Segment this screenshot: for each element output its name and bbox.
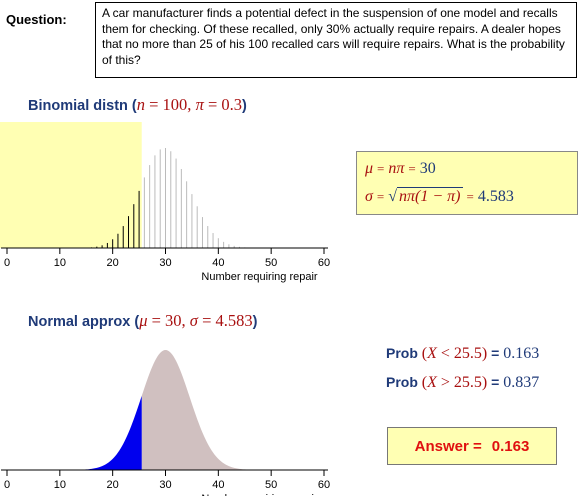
normal-sigma-equals: = 4.583 — [197, 311, 253, 330]
prob-less: Prob (X < 25.5) = 0.163 — [386, 345, 539, 363]
prob-less-open: ( — [421, 345, 428, 362]
binomial-ticks: 0 10 20 30 40 50 60 — [4, 248, 330, 269]
question-box: A car manufacturer finds a potential def… — [95, 2, 577, 78]
sigma-equals: = — [376, 189, 385, 204]
normal-right-area — [141, 350, 324, 470]
mu-symbol: μ — [365, 160, 374, 177]
normal-title: Normal approx (μ = 30, σ = 4.583) — [28, 311, 257, 331]
binomial-tick-label-60: 60 — [318, 257, 330, 269]
normal-chart: 0 10 20 30 40 50 60 Number requiring repair — [1, 350, 330, 496]
binomial-tick-label-30: 30 — [159, 257, 171, 269]
normal-ticks: 0 10 20 30 40 50 60 — [4, 470, 330, 491]
answer-value: 0.163 — [491, 437, 530, 455]
prob-greater-rel: > 25.5 — [436, 374, 482, 391]
binomial-tick-label-0: 0 — [4, 257, 10, 269]
prob-greater-close: ) — [481, 374, 488, 391]
mu-value: 30 — [419, 160, 436, 177]
binomial-title: Binomial distn (n = 100, π = 0.3) — [28, 95, 247, 115]
normal-mu-equals: = 30, — [147, 311, 190, 330]
answer-box: Answer = 0.163 — [387, 427, 557, 465]
mu-equals: = — [377, 161, 385, 176]
sigma-equals-2: = — [466, 189, 474, 204]
normal-title-params: μ = 30, σ = 4.583 — [139, 311, 252, 330]
normal-tick-label-0: 0 — [4, 479, 10, 491]
binomial-tick-label-20: 20 — [107, 257, 119, 269]
binomial-tick-label-40: 40 — [212, 257, 224, 269]
normal-mu-symbol: μ — [139, 311, 148, 330]
sigma-value: 4.583 — [477, 188, 514, 205]
prob-greater-open: ( — [421, 374, 428, 391]
binomial-title-prefix: Binomial distn ( — [28, 98, 137, 114]
binomial-title-params: n = 100, π = 0.3 — [137, 95, 242, 114]
binomial-tick-label-10: 10 — [54, 257, 66, 269]
normal-sigma-symbol: σ — [189, 311, 198, 330]
binomial-x-axis-label: Number requiring repair — [201, 271, 317, 283]
n-equals: = 100, — [145, 95, 196, 114]
binomial-title-suffix: ) — [242, 98, 247, 114]
prob-greater-prefix: Prob — [386, 374, 422, 390]
prob-greater: Prob (X > 25.5) = 0.837 — [386, 374, 539, 392]
normal-tick-label-10: 10 — [54, 479, 66, 491]
normal-tick-label-20: 20 — [107, 479, 119, 491]
answer-label: Answer = — [414, 437, 482, 455]
mean-formula: μ = nπ = 30 — [365, 160, 436, 178]
normal-title-prefix: Normal approx ( — [28, 314, 140, 330]
n-symbol: n — [136, 95, 145, 114]
normal-tick-label-50: 50 — [265, 479, 277, 491]
question-label: Question: — [6, 12, 67, 27]
prob-greater-eq: = — [487, 374, 504, 390]
stats-box: μ = nπ = 30 σ = √ nπ(1 − π) = 4.583 — [356, 151, 578, 215]
normal-title-suffix: ) — [252, 314, 258, 330]
prob-greater-value: 0.837 — [503, 374, 540, 391]
mu-equals-2: = — [408, 161, 416, 176]
binomial-bars — [91, 148, 251, 248]
prob-less-eq: = — [487, 345, 504, 361]
prob-less-value: 0.163 — [503, 345, 540, 362]
prob-less-prefix: Prob — [386, 345, 422, 361]
normal-tick-label-60: 60 — [318, 479, 330, 491]
sigma-symbol: σ — [365, 188, 373, 205]
prob-greater-var: X — [427, 374, 437, 391]
binomial-tick-label-50: 50 — [265, 257, 277, 269]
normal-x-axis-label: Number requiring repair — [201, 493, 317, 496]
mu-formula: nπ — [388, 160, 405, 177]
sd-formula: σ = √ nπ(1 − π) = 4.583 — [365, 187, 514, 206]
prob-less-var: X — [427, 345, 437, 362]
prob-less-close: ) — [481, 345, 488, 362]
normal-tick-label-30: 30 — [159, 479, 171, 491]
prob-less-rel: < 25.5 — [436, 345, 482, 362]
binomial-chart: 0 10 20 30 40 50 60 Number requiring repair — [0, 122, 330, 283]
normal-tick-label-40: 40 — [212, 479, 224, 491]
normal-left-tail — [7, 395, 142, 470]
sqrt-icon: √ — [388, 188, 398, 205]
pi-symbol: π — [195, 95, 204, 114]
sigma-formula: nπ(1 − π) — [397, 187, 463, 205]
pi-equals: = 0.3 — [203, 95, 243, 114]
binomial-highlight-region — [0, 122, 142, 248]
